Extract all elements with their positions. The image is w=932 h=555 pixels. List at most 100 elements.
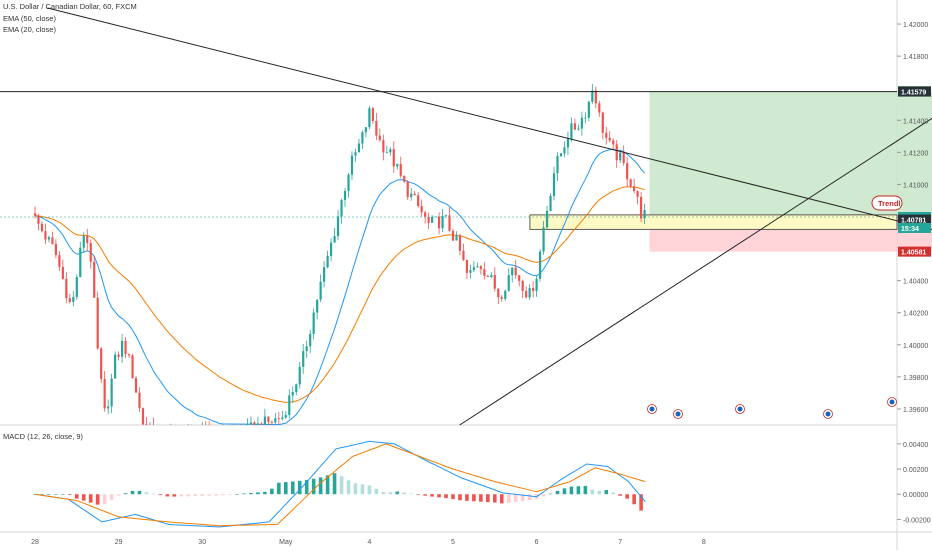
candle-body [103, 378, 106, 409]
candle-body [636, 191, 639, 197]
candle-body [420, 206, 423, 213]
candle-body [347, 174, 350, 191]
candle-body [587, 101, 590, 118]
macd-histogram-bar [611, 492, 616, 495]
candle-body [563, 147, 566, 154]
macd-histogram-bar [304, 479, 309, 495]
macd-histogram-bar [228, 494, 232, 495]
candle-body [413, 193, 416, 196]
macd-histogram-bar [583, 485, 588, 495]
candle-body [96, 297, 99, 349]
candle-body [138, 392, 141, 409]
candle-body [340, 199, 343, 217]
candle-body [518, 275, 521, 281]
candle-body [577, 128, 580, 130]
candle-body [274, 418, 277, 423]
candle-body [462, 250, 465, 260]
macd-histogram-bar [249, 492, 253, 495]
macd-histogram-bar [221, 494, 225, 496]
macd-histogram-bar [40, 494, 44, 495]
candle-body [145, 424, 148, 425]
descending-trendline [47, 7, 932, 231]
macd-histogram-bar [144, 492, 149, 495]
candle-body [396, 164, 399, 167]
macd-histogram-bar [61, 494, 65, 495]
macd-histogram-bar [339, 476, 344, 495]
candle-body [584, 117, 587, 119]
macd-tick-label: -0.00200 [903, 517, 931, 524]
candle-body [117, 354, 120, 357]
macd-histogram-bar [353, 483, 358, 495]
candle-body [605, 132, 608, 138]
price-badge [898, 86, 931, 97]
macd-histogram-bar [123, 493, 128, 495]
macd-histogram-bar [499, 494, 504, 504]
support-zone-box [529, 214, 898, 230]
ema20-legend[interactable]: EMA (20, close) [3, 25, 56, 34]
macd-histogram-bar [165, 494, 170, 497]
candle-body [424, 212, 427, 217]
countdown-badge [898, 222, 931, 233]
candle-body [58, 255, 61, 267]
macd-legend[interactable]: MACD (12, 26, close, 9) [3, 432, 84, 441]
macd-histogram-bar [109, 494, 114, 500]
candle-body [525, 290, 528, 298]
candle-body [556, 156, 559, 174]
events-layer [647, 397, 897, 419]
macd-histogram-bar [47, 494, 51, 495]
candle-body [93, 261, 96, 298]
symbol-title[interactable]: U.S. Dollar / Canadian Dollar, 60, FXCM [3, 2, 137, 11]
candle-body [312, 312, 315, 334]
trendline-label-bubble [871, 195, 903, 211]
candle-body [343, 190, 347, 200]
candle-body [37, 215, 40, 224]
macd-histogram-bar [325, 475, 330, 495]
event-flag-icon-core [889, 399, 895, 405]
price-tick-label: 1.39600 [903, 407, 928, 414]
candle-body [333, 236, 336, 243]
macd-histogram-bar [541, 494, 546, 497]
time-tick-label: 4 [367, 539, 371, 546]
candle-body [472, 267, 475, 271]
candle-body [61, 266, 64, 279]
candle-body [281, 417, 284, 420]
candle-body [559, 153, 563, 157]
candle-body [570, 123, 573, 139]
time-tick-label: 29 [115, 539, 123, 546]
macd-histogram-bar [472, 494, 476, 502]
candle-body [378, 135, 381, 141]
ema50-legend[interactable]: EMA (50, close) [3, 14, 56, 23]
candle-body [361, 132, 364, 144]
candle-body [552, 173, 556, 196]
candle-body [580, 117, 583, 129]
candle-body [448, 215, 451, 231]
candle-body [375, 120, 378, 136]
macd-panel [33, 440, 646, 528]
candle-body [284, 415, 287, 418]
time-tick-label: 28 [31, 539, 39, 546]
candle-body [538, 251, 542, 279]
macd-histogram-bar [493, 494, 497, 503]
price-tick-label: 1.39800 [903, 375, 928, 382]
candle-body [385, 152, 388, 154]
candle-body [458, 235, 462, 251]
candle-body [504, 290, 507, 299]
macd-histogram-bar [430, 494, 434, 497]
candle-body [336, 216, 340, 237]
macd-histogram-bar [235, 494, 239, 495]
macd-histogram-bar [465, 494, 469, 501]
macd-histogram-bar [597, 490, 602, 495]
candle-body [253, 422, 256, 425]
macd-histogram-bar [590, 489, 595, 495]
trendline-label-text: Trendl [878, 199, 901, 208]
candle-body [633, 186, 636, 192]
candle-body [542, 227, 545, 252]
macd-histogram-bar [263, 491, 267, 495]
macd-histogram-bar [200, 494, 204, 496]
macd-histogram-bar [332, 473, 337, 495]
candle-body [535, 278, 538, 291]
macd-histogram-bar [277, 482, 281, 495]
macd-histogram-bar [284, 482, 288, 495]
macd-histogram-bar [388, 492, 393, 495]
